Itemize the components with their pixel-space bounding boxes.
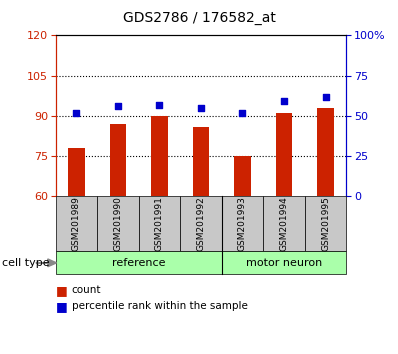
Point: [73, 110, 80, 115]
Point: [156, 102, 163, 108]
Text: percentile rank within the sample: percentile rank within the sample: [72, 301, 248, 311]
Text: GSM201994: GSM201994: [279, 196, 289, 251]
Point: [198, 105, 204, 111]
Bar: [276, 113, 292, 196]
Text: cell type: cell type: [2, 258, 50, 268]
Text: count: count: [72, 285, 101, 295]
Bar: [317, 108, 334, 196]
Text: GSM201991: GSM201991: [155, 196, 164, 251]
Text: motor neuron: motor neuron: [246, 258, 322, 268]
Text: GSM201993: GSM201993: [238, 196, 247, 251]
Text: GDS2786 / 176582_at: GDS2786 / 176582_at: [123, 11, 275, 25]
Text: GSM201990: GSM201990: [113, 196, 123, 251]
Text: reference: reference: [112, 258, 166, 268]
Point: [322, 94, 329, 99]
Text: GSM201989: GSM201989: [72, 196, 81, 251]
Text: ■: ■: [56, 284, 68, 297]
Point: [115, 103, 121, 109]
Point: [281, 99, 287, 104]
Point: [239, 110, 246, 115]
Bar: [151, 116, 168, 196]
Text: ■: ■: [56, 300, 68, 313]
Text: GSM201992: GSM201992: [197, 196, 205, 251]
Bar: [193, 127, 209, 196]
Bar: [110, 124, 126, 196]
Bar: [68, 148, 85, 196]
Text: GSM201995: GSM201995: [321, 196, 330, 251]
Bar: [234, 156, 251, 196]
